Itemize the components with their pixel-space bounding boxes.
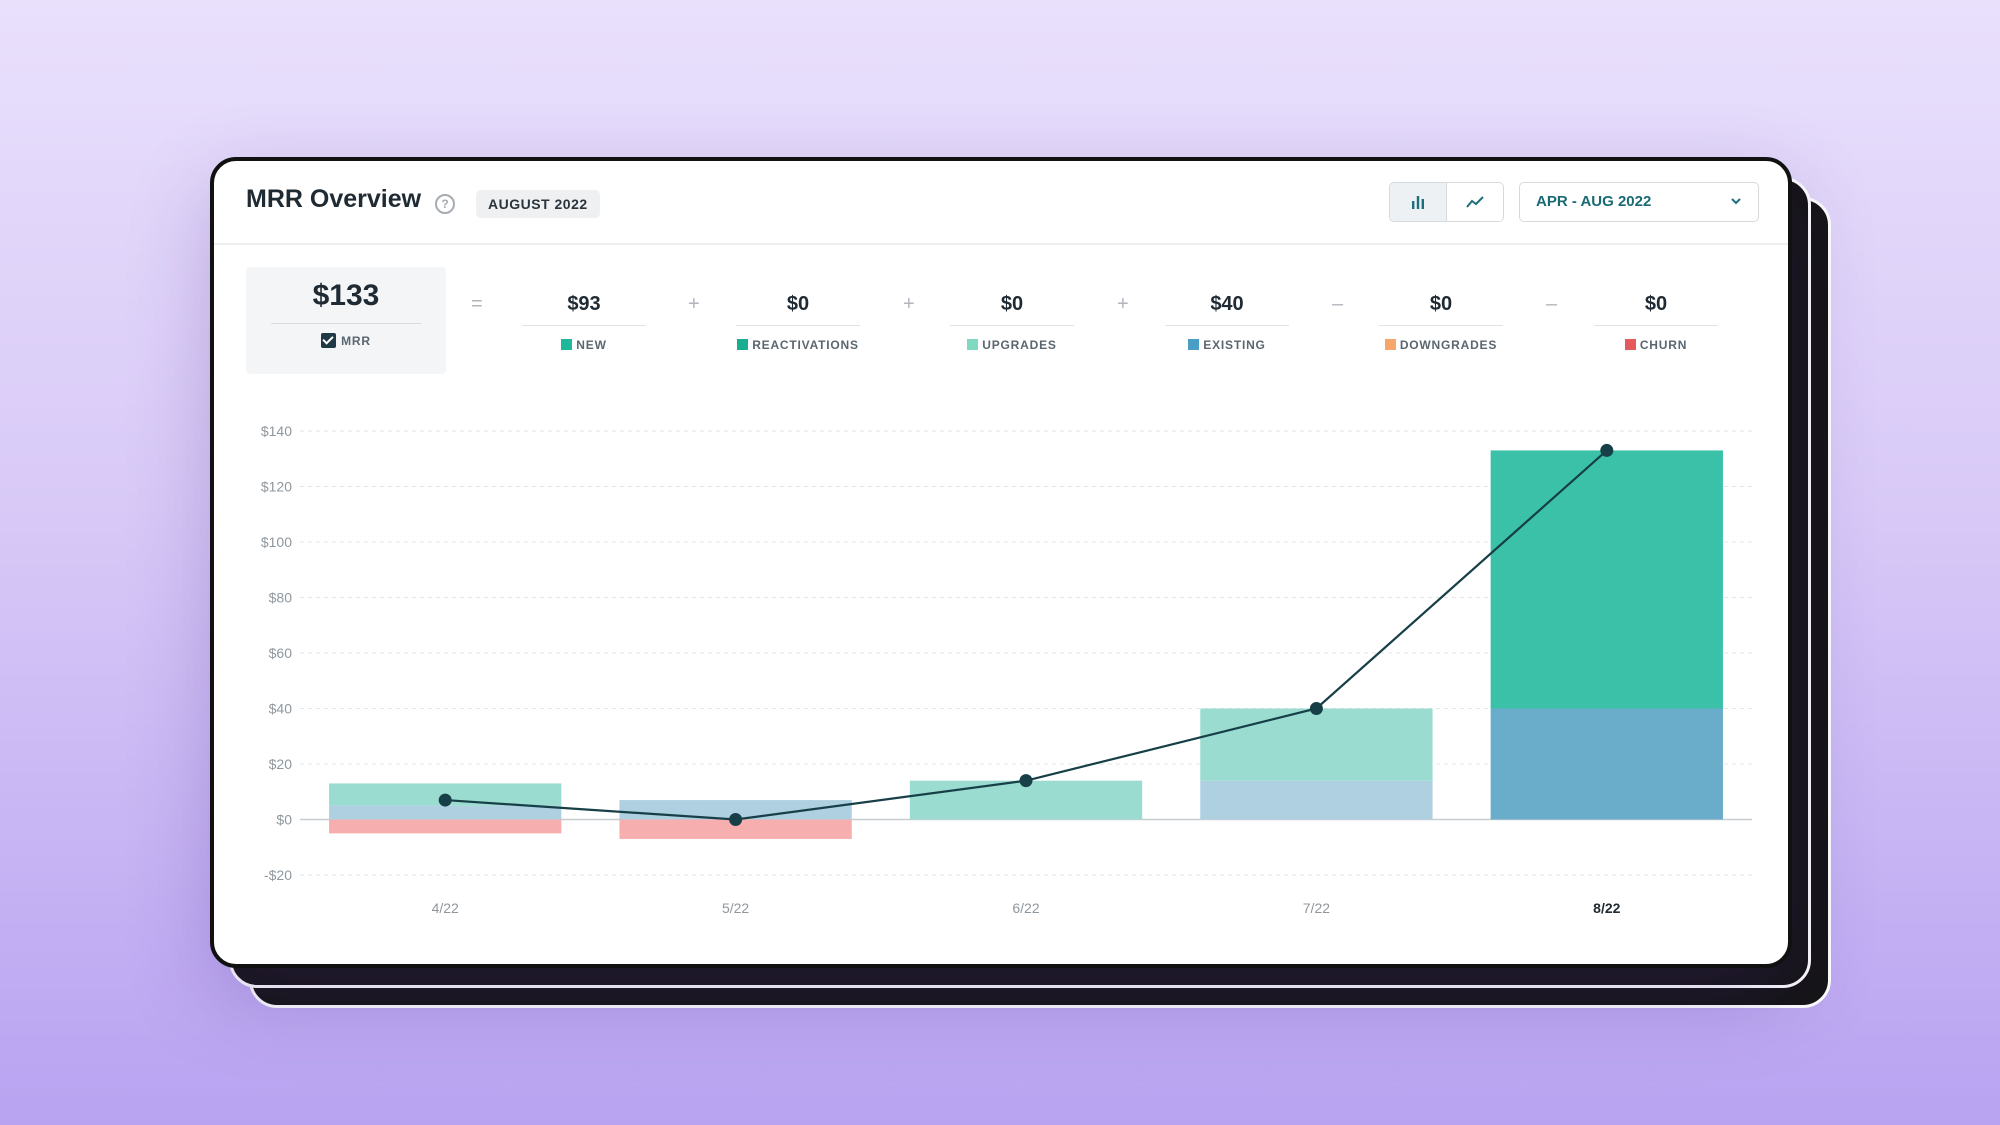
metric-label-row: CHURN (1594, 338, 1718, 352)
mrr-point (1309, 702, 1323, 715)
metric-label: REACTIVATIONS (752, 338, 859, 352)
x-tick-label: 5/22 (722, 900, 749, 916)
bar-segment (1490, 708, 1723, 820)
bar-view-button[interactable] (1390, 183, 1447, 221)
mrr-point (438, 793, 452, 807)
metric-label: UPGRADES (982, 338, 1057, 352)
bar-segment (619, 819, 852, 839)
metric-divider (736, 325, 860, 326)
legend-swatch (1624, 339, 1636, 350)
x-tick-label: 4/22 (432, 900, 459, 916)
metric-divider (1594, 325, 1718, 326)
mrr-total-label-row: MRR (246, 333, 446, 348)
metric-value: $0 (1429, 293, 1453, 315)
operator-plus: + (688, 293, 700, 315)
x-tick-label: 7/22 (1303, 900, 1330, 916)
y-tick-label: $80 (269, 590, 293, 606)
line-view-button[interactable] (1447, 183, 1503, 221)
metric-divider (950, 325, 1074, 326)
card-header: MRR Overview ? AUGUST 2022 APR - AUG 202… (214, 161, 1788, 245)
metric-label: CHURN (1639, 338, 1688, 352)
metric-new[interactable]: $93 NEW (522, 267, 646, 352)
metric-label-row: DOWNGRADES (1379, 338, 1503, 352)
metric-label-row: UPGRADES (950, 338, 1074, 352)
mrr-point (1600, 443, 1614, 457)
line-chart-icon (1466, 196, 1484, 208)
metric-value: $40 (1210, 293, 1244, 315)
operator-minus: – (1332, 293, 1344, 315)
operator-plus: + (1117, 293, 1129, 315)
operator-equals: = (471, 293, 483, 315)
mrr-total-label: MRR (341, 334, 371, 348)
metric-value: $0 (1644, 293, 1668, 315)
date-range-select[interactable]: APR - AUG 2022 (1519, 182, 1759, 222)
bar-chart-icon (1412, 196, 1424, 209)
metric-existing[interactable]: $40 EXISTING (1165, 267, 1289, 352)
operator-minus: – (1546, 293, 1558, 315)
mrr-total-box[interactable]: $133 MRR (246, 267, 446, 374)
bar-segment (329, 805, 562, 820)
chevron-down-icon (1730, 183, 1742, 220)
bar-segment (329, 819, 562, 834)
legend-swatch (737, 339, 749, 350)
mrr-chart: $140 $120 $100 $80 $60 $40 $20 $0 -$20 4/22 5/22 6/… (261, 423, 1752, 916)
y-tick-label: $100 (261, 534, 292, 550)
chart-view-toggle (1389, 182, 1504, 222)
bar-segment (1200, 780, 1433, 820)
metric-reactivations[interactable]: $0 REACTIVATIONS (736, 267, 860, 352)
metric-label-row: REACTIVATIONS (736, 338, 860, 352)
operator-plus: + (903, 293, 915, 315)
x-tick-label: 8/22 (1593, 900, 1620, 916)
bar-segment (1490, 450, 1723, 709)
legend-swatch (1188, 339, 1200, 350)
date-range-value: APR - AUG 2022 (1536, 193, 1652, 210)
bar-segment (1200, 708, 1433, 781)
metric-divider (1165, 325, 1289, 326)
y-tick-label: -$20 (264, 867, 292, 883)
metric-upgrades[interactable]: $0 UPGRADES (950, 267, 1074, 352)
metric-label: EXISTING (1203, 338, 1266, 352)
mrr-total-value: $133 (312, 279, 380, 312)
x-tick-label: 6/22 (1012, 900, 1039, 916)
y-tick-label: $40 (269, 701, 293, 717)
y-tick-label: $20 (269, 756, 293, 772)
mrr-point (729, 813, 743, 826)
metric-downgrades[interactable]: $0 DOWNGRADES (1379, 267, 1503, 352)
metric-value: $0 (786, 293, 810, 315)
metric-label-row: EXISTING (1165, 338, 1289, 352)
metric-divider (1379, 325, 1503, 326)
mrr-summary: $133 MRR = $93 NEW + $0 REACTIVATIONS + … (214, 245, 1788, 395)
legend-swatch (1384, 339, 1396, 350)
metric-label-row: NEW (522, 338, 646, 352)
legend-swatch (967, 339, 979, 350)
date-badge: AUGUST 2022 (476, 190, 600, 218)
mrr-overview-card: MRR Overview ? AUGUST 2022 APR - AUG 202… (210, 157, 1792, 968)
page-title: MRR Overview (246, 185, 422, 213)
y-tick-label: $120 (261, 479, 292, 495)
y-tick-label: $0 (276, 812, 292, 828)
metric-label: NEW (576, 338, 607, 352)
metric-label: DOWNGRADES (1399, 338, 1498, 352)
mrr-divider (271, 323, 421, 324)
help-icon[interactable]: ? (435, 194, 455, 214)
legend-swatch (561, 339, 573, 350)
mrr-checkbox[interactable] (321, 333, 337, 348)
metric-divider (522, 325, 646, 326)
y-tick-label: $140 (261, 423, 292, 439)
y-tick-label: $60 (269, 645, 293, 661)
metric-value: $93 (567, 293, 601, 315)
mrr-point (1019, 774, 1033, 788)
metric-churn[interactable]: $0 CHURN (1594, 267, 1718, 352)
metric-value: $0 (1000, 293, 1024, 315)
